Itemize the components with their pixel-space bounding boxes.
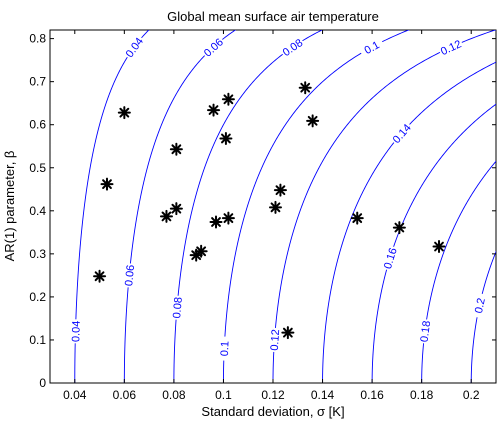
svg-text:0.12: 0.12 <box>269 329 282 351</box>
contour-lines <box>74 30 496 383</box>
contour-label-7: 0.18 <box>417 318 434 345</box>
contour-line-3 <box>222 30 410 383</box>
data-points <box>93 81 446 340</box>
y-tick-label: 0 <box>39 376 46 390</box>
data-point-16 <box>298 81 312 95</box>
data-point-5 <box>169 142 183 156</box>
contour-line-4 <box>272 30 496 383</box>
x-tick-label: 0.06 <box>113 388 137 402</box>
data-point-17 <box>306 114 320 128</box>
data-point-12 <box>221 211 235 225</box>
x-tick-label: 0.1 <box>215 388 232 402</box>
svg-text:0.06: 0.06 <box>123 264 137 286</box>
contour-label-1: 0.06 <box>122 262 137 288</box>
x-tick-label: 0.14 <box>311 388 335 402</box>
y-tick-label: 0.2 <box>29 290 46 304</box>
contour-label-8: 0.2 <box>471 292 488 319</box>
svg-text:0.18: 0.18 <box>419 320 434 343</box>
y-tick-label: 0.1 <box>29 333 46 347</box>
data-point-9 <box>209 215 223 229</box>
contour-line-1 <box>123 30 237 383</box>
svg-text:0.2: 0.2 <box>473 297 488 315</box>
data-point-6 <box>189 248 203 262</box>
y-tick-label: 0.8 <box>29 32 46 46</box>
contour-line-0 <box>74 30 150 383</box>
data-point-4 <box>169 202 183 216</box>
y-tick-label: 0.7 <box>29 75 46 89</box>
contour-labels: 0.040.060.080.1 0.120.140.160.180.20.04 0.… <box>69 33 488 361</box>
data-point-3 <box>159 209 173 223</box>
data-point-15 <box>281 326 295 340</box>
data-point-8 <box>207 103 221 117</box>
y-tick-label: 0.6 <box>29 118 46 132</box>
x-tick-label: 0.08 <box>162 388 186 402</box>
y-axis-label: AR(1) parameter, β <box>2 151 17 262</box>
contour-label-0: 0.04 <box>69 319 83 344</box>
chart-title: Global mean surface air temperature <box>167 9 379 24</box>
contour-label-3: 0.1 <box>217 336 232 361</box>
data-point-20 <box>432 240 446 254</box>
data-point-18 <box>350 211 364 225</box>
y-tick-label: 0.4 <box>29 204 46 218</box>
contour-line-7 <box>421 160 496 383</box>
svg-text:0.1: 0.1 <box>219 341 232 357</box>
data-point-0 <box>93 269 107 283</box>
y-axis: 0 0.1 0.2 0.3 0.4 0.5 0.6 0.7 0.8 <box>29 32 496 390</box>
data-point-10 <box>219 131 233 145</box>
x-tick-label: 0.18 <box>410 388 434 402</box>
x-tick-label: 0.12 <box>261 388 285 402</box>
contour-label-6: 0.16 <box>380 244 400 272</box>
contour-label-4: 0.12 <box>267 327 282 353</box>
svg-text:0.16: 0.16 <box>382 246 400 270</box>
data-point-14 <box>273 183 287 197</box>
y-tick-label: 0.5 <box>29 161 46 175</box>
data-point-13 <box>268 200 282 214</box>
data-point-7 <box>194 244 208 258</box>
x-tick-label: 0.04 <box>63 388 87 402</box>
svg-text:0.08: 0.08 <box>171 297 185 319</box>
y-tick-label: 0.3 <box>29 247 46 261</box>
data-point-11 <box>221 92 235 106</box>
x-axis-label: Standard deviation, σ [K] <box>201 404 344 419</box>
x-tick-label: 0.16 <box>360 388 384 402</box>
contour-line-6 <box>371 103 496 383</box>
data-point-1 <box>100 177 114 191</box>
x-tick-label: 0.2 <box>463 388 480 402</box>
contour-line-5 <box>322 61 496 383</box>
svg-text:0.04: 0.04 <box>70 320 83 342</box>
data-point-2 <box>117 106 131 120</box>
contour-line-8 <box>470 250 496 383</box>
contour-label-2: 0.08 <box>170 295 185 321</box>
data-point-19 <box>392 221 406 235</box>
x-axis: 0.04 0.06 0.08 0.1 0.12 0.14 0.16 0.18 0.2 <box>63 30 480 402</box>
